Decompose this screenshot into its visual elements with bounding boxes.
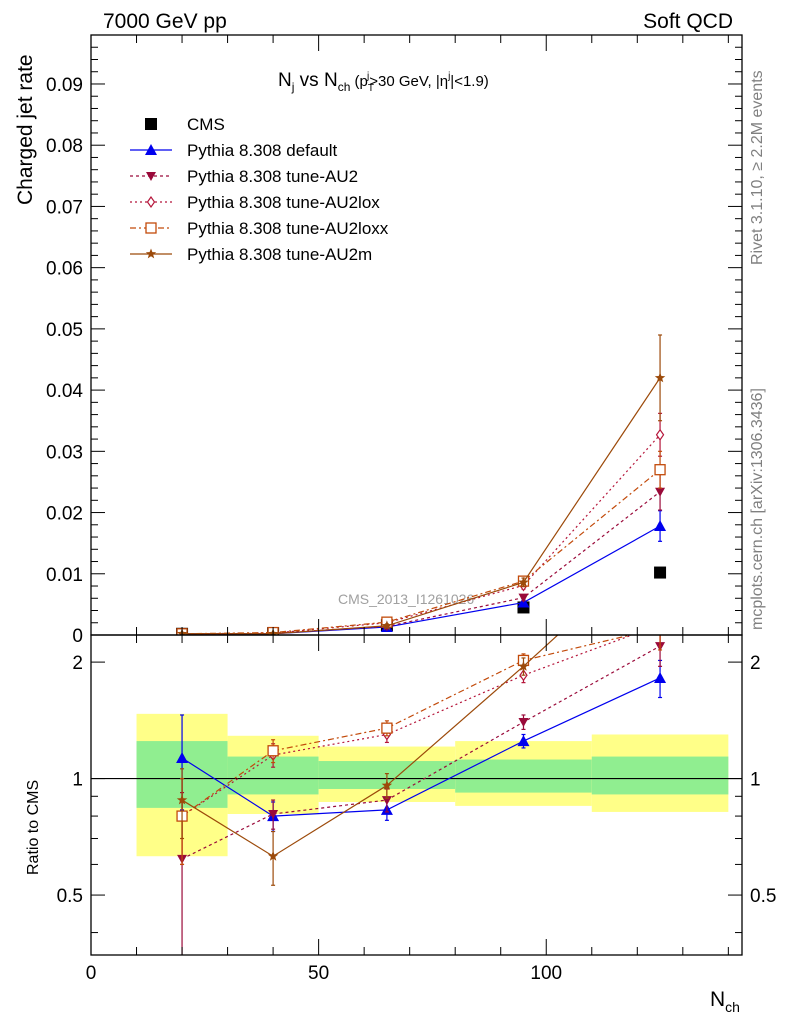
legend-marker-3 bbox=[146, 195, 156, 209]
ratio-point-4-1 bbox=[267, 850, 279, 861]
ratio-frame bbox=[90, 634, 743, 956]
legend-marker-4 bbox=[145, 222, 157, 234]
legend-marker-2 bbox=[146, 172, 156, 181]
ratio-point-3-1 bbox=[267, 745, 279, 757]
title-cut-sup2: j bbox=[447, 71, 450, 82]
header-left-label: 7000 GeV pp bbox=[103, 10, 227, 33]
ratio-point-4-3 bbox=[518, 660, 529, 671]
ratio-point-0-4 bbox=[654, 671, 667, 683]
ratio-point-4-2 bbox=[381, 779, 393, 790]
main-ytick-label: 0.02 bbox=[46, 504, 83, 525]
main-ytick-label: 0.08 bbox=[46, 136, 83, 157]
title-cut-mid: >30 GeV, |η bbox=[369, 73, 448, 90]
main-point-1-4 bbox=[654, 520, 667, 532]
legend-marker-1 bbox=[145, 144, 157, 155]
ratio-point-1-1 bbox=[268, 809, 279, 819]
ratio-xtick-label: 100 bbox=[530, 963, 562, 984]
x-axis-title-sub: ch bbox=[725, 999, 740, 1015]
main-point-2-3 bbox=[518, 593, 529, 603]
main-series-5 bbox=[176, 334, 666, 635]
main-ytick-label: 0.09 bbox=[46, 75, 83, 96]
legend-label-5: Pythia 8.308 tune-AU2m bbox=[187, 245, 372, 264]
title-nj: N bbox=[278, 70, 292, 91]
legend-label-3: Pythia 8.308 tune-AU2lox bbox=[187, 193, 380, 212]
rivet-version-label: Rivet 3.1.10, ≥ 2.2M events bbox=[749, 70, 766, 265]
main-ytick-label: 0.01 bbox=[46, 565, 83, 586]
ratio-point-1-3 bbox=[518, 718, 529, 728]
ratio-xtick-label: 50 bbox=[308, 963, 329, 984]
title-cut-close: |<1.9) bbox=[450, 73, 489, 90]
main-point-5-2 bbox=[381, 620, 393, 631]
title-cut-sup: j bbox=[366, 71, 369, 82]
analysis-watermark: CMS_2013_I1261026 bbox=[338, 591, 474, 607]
stat-band-4 bbox=[591, 756, 729, 795]
main-point-5-3 bbox=[518, 576, 529, 587]
legend-label-1: Pythia 8.308 default bbox=[187, 141, 338, 160]
main-ytick-label: 0.05 bbox=[46, 320, 83, 341]
ratio-ytick-label-right: 1 bbox=[750, 770, 761, 791]
title-nj-sub: j bbox=[291, 80, 295, 94]
ratio-ytick-label-left: 0.5 bbox=[57, 886, 83, 907]
mcplots-source-label: mcplots.cern.ch [arXiv:1306.3436] bbox=[749, 388, 766, 630]
main-line-1 bbox=[182, 525, 661, 635]
stat-band-3 bbox=[455, 759, 592, 793]
header-right-label: Soft QCD bbox=[643, 10, 733, 33]
legend-label-2: Pythia 8.308 tune-AU2 bbox=[187, 167, 358, 186]
main-y-axis-title: Charged jet rate bbox=[14, 54, 37, 205]
axes-layer: 0 0.01 0.02 0.03 0.04 0.05 0.06 0.07 0.08 0.09 0 50… bbox=[46, 34, 776, 984]
ratio-ytick-label-left: 1 bbox=[72, 770, 83, 791]
ratio-point-3-4 bbox=[655, 623, 665, 633]
legend-label-4: Pythia 8.308 tune-AU2loxx bbox=[187, 219, 389, 238]
main-line-4 bbox=[182, 469, 661, 635]
main-point-2-4 bbox=[655, 487, 666, 497]
legend: CMS Pythia 8.308 default Pythia 8.308 tune… bbox=[130, 115, 389, 264]
ratio-ytick-label-right: 0.5 bbox=[750, 886, 776, 907]
main-ytick-label: 0.03 bbox=[46, 442, 83, 463]
ratio-uncertainty-bands bbox=[91, 713, 742, 857]
ratio-point-1-2 bbox=[381, 796, 392, 806]
title-cut-sub: T bbox=[368, 83, 374, 94]
main-ytick-label: 0 bbox=[72, 626, 83, 647]
ratio-point-3-2 bbox=[381, 722, 393, 734]
main-ytick-label: 0.07 bbox=[46, 197, 83, 218]
ratio-series-layer bbox=[176, 620, 667, 955]
ratio-series-4 bbox=[176, 635, 559, 886]
ratio-y-axis-title: Ratio to CMS bbox=[25, 780, 42, 875]
legend-marker-5 bbox=[145, 248, 157, 259]
legend-marker-0 bbox=[145, 118, 157, 130]
main-series-layer bbox=[176, 334, 667, 635]
title-vs-sub: ch bbox=[338, 80, 351, 94]
ratio-point-0-3 bbox=[517, 735, 530, 747]
main-point-4-4 bbox=[654, 464, 666, 476]
ratio-point-0-0 bbox=[176, 752, 189, 764]
legend-label-0: CMS bbox=[187, 115, 225, 134]
main-ytick-label: 0.04 bbox=[46, 381, 83, 402]
plot-title: Nj vs Nch (pTj>30 GeV, |ηj|<1.9) bbox=[278, 70, 489, 94]
title-cut-open: (p bbox=[350, 73, 368, 90]
title-vs: vs N bbox=[294, 70, 337, 91]
ratio-ytick-label-left: 2 bbox=[72, 653, 83, 674]
x-axis-title: Nch bbox=[710, 988, 740, 1015]
main-point-5-4 bbox=[654, 372, 666, 383]
ratio-ytick-label-right: 2 bbox=[750, 653, 761, 674]
main-point-0-4 bbox=[654, 566, 667, 579]
main-ytick-label: 0.06 bbox=[46, 259, 83, 280]
main-series-1 bbox=[178, 510, 667, 635]
ratio-point-4-0 bbox=[176, 794, 188, 805]
ratio-xtick-label: 0 bbox=[86, 963, 97, 984]
main-point-3-4 bbox=[655, 428, 665, 441]
x-axis-title-main: N bbox=[710, 988, 725, 1011]
ratio-point-2-4 bbox=[657, 620, 664, 630]
